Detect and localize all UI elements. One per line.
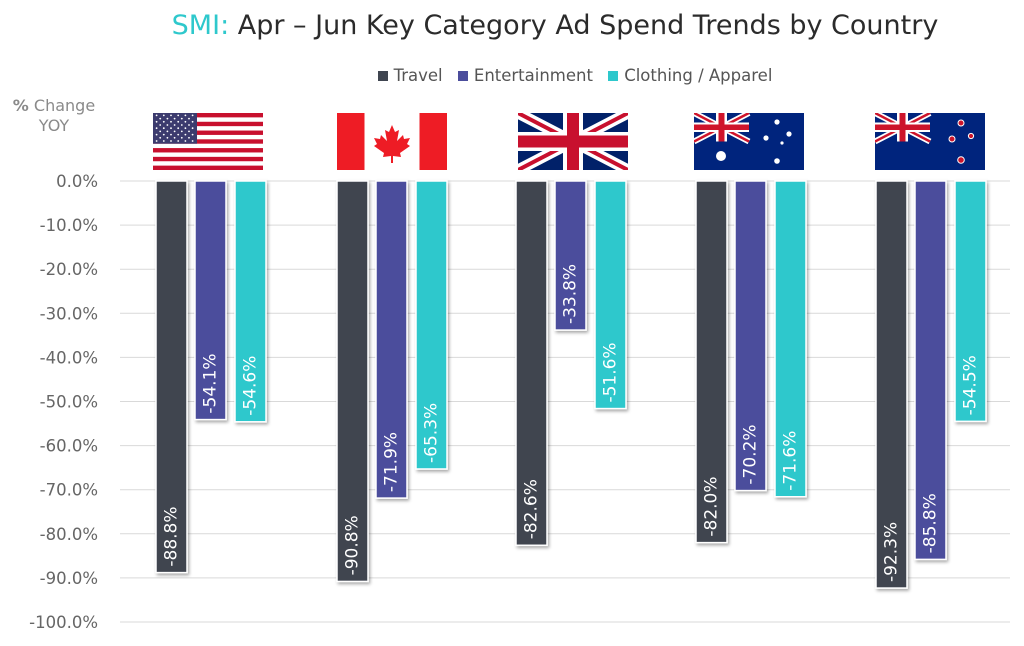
y-tick-label: 0.0% [56,172,98,191]
y-axis-label-symbol: % [12,96,29,115]
bar-entertainment-3 [734,180,767,492]
canada-flag-icon [337,113,447,170]
data-label-travel-2: -82.6% [522,479,542,539]
y-tick-label: -40.0% [40,348,98,367]
data-label-clothing-1: -65.3% [422,403,442,463]
legend-swatch-entertainment [457,71,468,81]
bar-travel-1 [336,180,369,583]
legend-item-clothing: Clothing / Apparel [608,66,772,85]
y-tick-label: -50.0% [40,393,98,412]
data-label-clothing-2: -51.6% [601,342,621,402]
y-axis-label-line1: Change [33,96,96,115]
data-label-clothing-4: -54.5% [961,355,981,415]
y-tick-label: -100.0% [29,613,98,632]
bar-clothing-1 [415,180,448,470]
y-tick-label: -20.0% [40,260,98,279]
new-zealand-flag-icon [875,113,985,170]
chart-title: SMI: Apr – Jun Key Category Ad Spend Tre… [0,10,1024,41]
legend-item-travel: Travel [377,66,443,85]
data-label-clothing-0: -54.6% [241,356,261,416]
australia-flag-icon [694,113,804,170]
bar-entertainment-2 [554,180,587,331]
legend-item-entertainment: Entertainment [457,66,593,85]
uk-flag-icon [518,113,628,170]
us-flag-icon [153,113,263,170]
title-main: Apr – Jun Key Category Ad Spend Trends b… [237,10,939,41]
data-label-entertainment-4: -85.8% [921,493,941,553]
y-tick-label: -70.0% [40,481,98,500]
data-label-travel-4: -92.3% [882,522,902,582]
y-tick-label: -60.0% [40,437,98,456]
bar-entertainment-1 [375,180,408,499]
legend-label-travel: Travel [393,66,443,85]
y-tick-label: -80.0% [40,525,98,544]
bar-travel-3 [695,180,728,544]
data-label-travel-0: -88.8% [162,506,182,566]
y-axis-label-line2: YOY [38,116,70,135]
data-label-travel-3: -82.0% [702,476,722,536]
bar-clothing-4 [954,180,987,423]
data-label-entertainment-0: -54.1% [201,353,221,413]
y-axis-label: % Change YOY [12,96,96,136]
bar-clothing-3 [774,180,807,498]
data-label-clothing-3: -71.6% [781,431,801,491]
bar-travel-0 [155,180,188,574]
y-tick-label: -10.0% [40,216,98,235]
bar-clothing-0 [234,180,267,423]
data-label-entertainment-3: -70.2% [741,424,761,484]
y-tick-label: -30.0% [40,304,98,323]
legend-swatch-clothing [608,71,619,81]
bar-entertainment-4 [914,180,947,561]
bar-travel-2 [515,180,548,547]
legend-label-clothing: Clothing / Apparel [624,66,773,85]
y-tick-label: -90.0% [40,569,98,588]
legend-label-entertainment: Entertainment [473,66,593,85]
data-label-travel-1: -90.8% [343,515,363,575]
data-label-entertainment-1: -71.9% [382,432,402,492]
legend: Travel Entertainment Clothing / Apparel [0,66,1024,85]
bar-entertainment-0 [194,180,227,421]
title-prefix: SMI: [171,10,230,41]
bar-travel-4 [875,180,908,589]
data-label-entertainment-2: -33.8% [561,264,581,324]
bar-clothing-2 [594,180,627,410]
legend-swatch-travel [377,71,388,81]
